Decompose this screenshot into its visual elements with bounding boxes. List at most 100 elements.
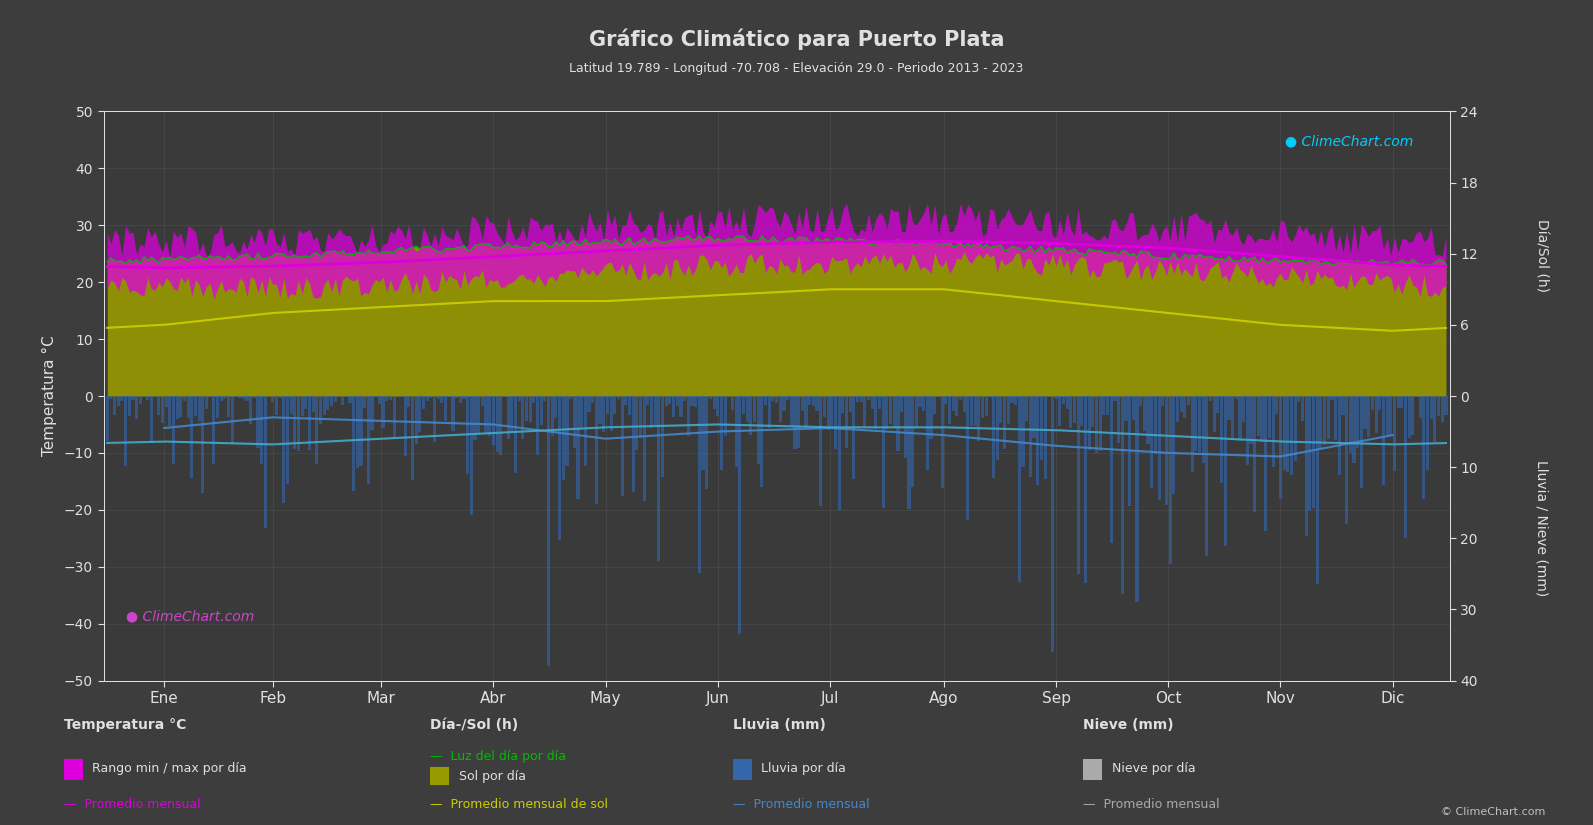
Bar: [515, 396, 518, 474]
Bar: [1161, 396, 1164, 407]
Bar: [1209, 396, 1212, 401]
Bar: [1294, 396, 1297, 461]
Bar: [1114, 396, 1117, 401]
Bar: [1265, 396, 1268, 530]
Bar: [1091, 396, 1094, 427]
Bar: [1201, 396, 1204, 464]
Bar: [816, 396, 819, 411]
Bar: [999, 396, 1002, 423]
Bar: [487, 396, 491, 436]
Bar: [1305, 396, 1308, 535]
Bar: [1349, 396, 1352, 453]
Bar: [510, 396, 513, 432]
Text: Lluvia / Nieve (mm): Lluvia / Nieve (mm): [1534, 460, 1548, 596]
Bar: [631, 396, 634, 492]
Bar: [929, 396, 932, 439]
Bar: [636, 396, 639, 450]
Bar: [871, 396, 875, 409]
Bar: [779, 396, 782, 422]
Bar: [746, 396, 749, 422]
Bar: [753, 396, 757, 422]
Bar: [738, 396, 741, 634]
Bar: [867, 396, 870, 399]
Bar: [1169, 396, 1172, 564]
Bar: [307, 396, 311, 450]
Bar: [1389, 396, 1392, 436]
Bar: [940, 396, 943, 488]
Bar: [613, 396, 616, 413]
Bar: [113, 396, 116, 415]
Bar: [1139, 396, 1142, 406]
Bar: [1094, 396, 1098, 454]
Bar: [135, 396, 139, 419]
Bar: [411, 396, 414, 479]
Bar: [492, 396, 495, 445]
Bar: [110, 396, 113, 398]
Bar: [1010, 396, 1013, 403]
Bar: [897, 396, 900, 451]
Bar: [956, 396, 959, 417]
Bar: [1356, 396, 1359, 448]
Bar: [624, 396, 628, 405]
Bar: [264, 396, 268, 528]
Bar: [290, 396, 293, 414]
Bar: [698, 396, 701, 573]
Bar: [562, 396, 566, 479]
Bar: [1158, 396, 1161, 500]
Bar: [1434, 396, 1437, 442]
Text: Nieve por día: Nieve por día: [1112, 762, 1195, 776]
Bar: [355, 396, 358, 468]
Bar: [558, 396, 561, 540]
Bar: [900, 396, 903, 412]
Bar: [1004, 396, 1007, 449]
Bar: [161, 396, 164, 423]
Bar: [212, 396, 215, 464]
Bar: [499, 396, 502, 455]
Bar: [863, 396, 867, 427]
Bar: [285, 396, 288, 484]
Bar: [1131, 396, 1134, 421]
Bar: [709, 396, 712, 398]
Bar: [532, 396, 535, 403]
Bar: [392, 396, 395, 440]
Bar: [1319, 396, 1322, 449]
Bar: [650, 396, 653, 428]
Bar: [147, 396, 150, 400]
Bar: [1015, 396, 1018, 404]
Text: —  Promedio mensual: — Promedio mensual: [733, 798, 870, 811]
Bar: [158, 396, 161, 414]
Bar: [760, 396, 763, 487]
Bar: [228, 396, 229, 417]
Bar: [1429, 396, 1432, 418]
Bar: [237, 396, 241, 398]
Bar: [573, 396, 577, 448]
Bar: [903, 396, 906, 458]
Bar: [695, 396, 698, 407]
Bar: [150, 396, 153, 443]
Text: ● ClimeChart.com: ● ClimeChart.com: [126, 610, 253, 624]
Bar: [1286, 396, 1289, 472]
Bar: [172, 396, 175, 464]
Bar: [1249, 396, 1252, 444]
Bar: [378, 396, 381, 403]
Bar: [616, 396, 620, 398]
Bar: [1077, 396, 1080, 573]
Bar: [462, 396, 465, 398]
Bar: [1360, 396, 1364, 488]
Text: Gráfico Climático para Puerto Plata: Gráfico Climático para Puerto Plata: [589, 29, 1004, 50]
Bar: [330, 396, 333, 406]
Bar: [1066, 396, 1069, 409]
Bar: [1117, 396, 1120, 443]
Bar: [279, 396, 282, 398]
Bar: [315, 396, 319, 464]
Bar: [765, 396, 768, 404]
Text: —  Luz del día por día: — Luz del día por día: [430, 750, 566, 763]
Bar: [276, 396, 277, 415]
Bar: [1231, 396, 1235, 441]
Bar: [782, 396, 785, 411]
Bar: [717, 396, 720, 416]
Text: Día-/Sol (h): Día-/Sol (h): [430, 718, 518, 732]
Bar: [360, 396, 363, 466]
Bar: [1271, 396, 1274, 468]
Bar: [639, 396, 642, 438]
